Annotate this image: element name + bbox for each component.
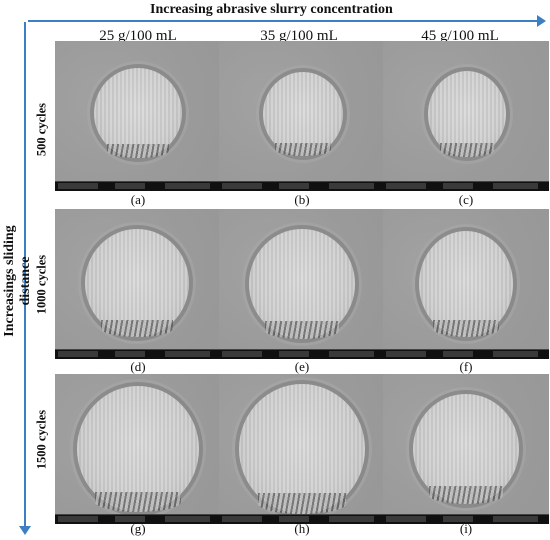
panel-label: (f)	[459, 359, 473, 374]
column-label: 35 g/100 mL	[260, 28, 338, 44]
sem-image-f	[383, 209, 549, 359]
panel-label: (b)	[294, 192, 310, 207]
panel-label: (c)	[458, 192, 474, 207]
sem-image-i	[383, 374, 549, 524]
sem-image-b	[219, 41, 385, 191]
sem-image-a	[55, 41, 221, 191]
column-label: 45 g/100 mL	[421, 28, 499, 44]
sem-image-h	[219, 374, 385, 524]
row-label: 1500 cycles	[34, 409, 49, 470]
sem-image-g	[55, 374, 221, 524]
sem-image-c	[383, 41, 549, 191]
panel-label: (h)	[294, 521, 310, 536]
horizontal-axis-title: Increasing abrasive slurry concentration	[150, 2, 393, 17]
panel-label: (e)	[294, 359, 310, 374]
column-label: 25 g/100 mL	[99, 28, 177, 44]
panel-label: (d)	[130, 359, 146, 374]
sem-image-d	[55, 209, 221, 359]
row-label: 1000 cycles	[34, 254, 49, 315]
horizontal-arrow	[28, 15, 546, 27]
panel-label: (i)	[459, 521, 473, 536]
row-label: 500 cycles	[34, 102, 49, 157]
sem-image-e	[219, 209, 385, 359]
panel-label: (a)	[130, 192, 146, 207]
vertical-axis-title: Increasings sliding distance	[2, 225, 33, 337]
panel-label: (g)	[130, 521, 146, 536]
vertical-arrow	[19, 22, 31, 535]
